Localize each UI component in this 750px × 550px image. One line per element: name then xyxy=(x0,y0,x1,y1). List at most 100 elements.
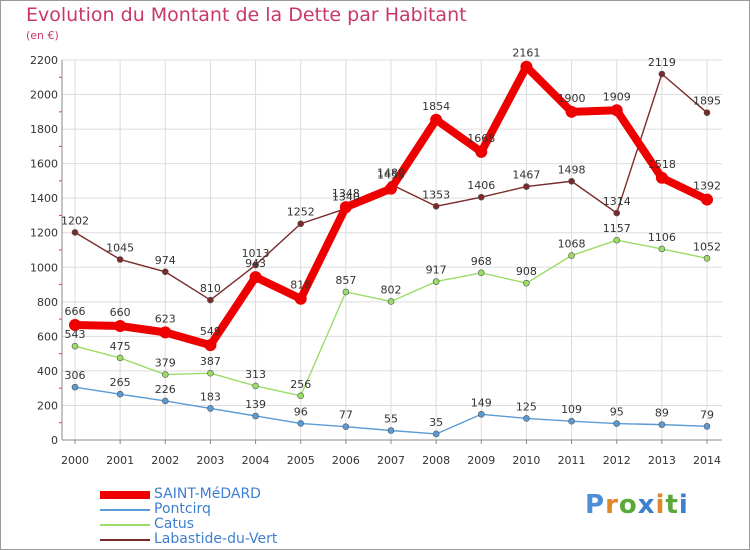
data-point-catus xyxy=(387,298,395,305)
data-label-pontcirq: 226 xyxy=(155,383,176,396)
data-point-catus xyxy=(658,245,666,253)
data-point-saint-m-dard xyxy=(655,171,668,184)
data-point-saint-m-dard xyxy=(159,326,172,339)
proxiti-logo: Proxiti xyxy=(585,490,689,520)
data-point-pontcirq xyxy=(71,383,79,391)
chart-subtitle: (en €) xyxy=(26,29,59,42)
data-label-pontcirq: 79 xyxy=(700,408,714,421)
data-point-catus xyxy=(297,392,305,400)
data-label-pontcirq: 35 xyxy=(429,416,443,429)
legend-label-catus: Catus xyxy=(154,516,195,532)
data-label-catus: 1157 xyxy=(603,222,631,235)
data-label-catus: 387 xyxy=(200,355,221,368)
x-tick-label: 2005 xyxy=(287,454,315,467)
logo-letter: t xyxy=(665,490,679,520)
data-label-saint-m-dard: 1455 xyxy=(377,169,405,182)
legend-label-labastide: Labastide-du-Vert xyxy=(154,531,278,547)
data-point-catus xyxy=(523,279,530,287)
data-label-labastide-du-vert: 1498 xyxy=(558,163,586,176)
legend-label-pontcirq: Pontcirq xyxy=(154,501,211,517)
data-point-pontcirq xyxy=(252,412,259,420)
data-point-catus xyxy=(613,236,621,244)
y-tick-label: 1800 xyxy=(30,123,58,136)
data-label-labastide-du-vert: 1480 xyxy=(377,166,405,179)
y-tick-label: 1600 xyxy=(30,158,58,171)
data-label-labastide-du-vert: 1045 xyxy=(106,242,134,255)
data-point-catus xyxy=(116,354,124,362)
data-label-catus: 968 xyxy=(471,255,492,268)
data-label-saint-m-dard: 623 xyxy=(155,312,176,325)
data-label-saint-m-dard: 660 xyxy=(110,306,131,319)
data-label-labastide-du-vert: 974 xyxy=(155,254,176,267)
data-label-saint-m-dard: 549 xyxy=(200,325,221,338)
data-label-labastide-du-vert: 1353 xyxy=(422,188,450,201)
data-point-pontcirq xyxy=(658,421,666,428)
legend-label-saint-medard: SAINT-MéDARD xyxy=(154,486,261,502)
data-point-pontcirq xyxy=(523,415,530,422)
y-tick-label: 1400 xyxy=(30,192,58,205)
logo-letter: o xyxy=(618,490,638,520)
data-point-labastide-du-vert xyxy=(703,109,711,116)
data-label-labastide-du-vert: 1467 xyxy=(512,169,540,182)
x-tick-label: 2004 xyxy=(242,454,270,467)
data-point-pontcirq xyxy=(613,420,621,427)
data-point-saint-m-dard xyxy=(520,60,533,73)
x-tick-label: 2002 xyxy=(151,454,179,467)
data-label-saint-m-dard: 2161 xyxy=(512,47,540,60)
data-point-pontcirq xyxy=(477,410,485,418)
x-tick-label: 2001 xyxy=(106,454,134,467)
x-tick-label: 2003 xyxy=(196,454,224,467)
data-label-pontcirq: 306 xyxy=(65,369,86,382)
x-tick-label: 2006 xyxy=(332,454,360,467)
legend-swatch-saint-medard xyxy=(100,491,150,499)
logo-letter: P xyxy=(585,490,606,520)
data-point-pontcirq xyxy=(432,430,440,438)
data-point-catus xyxy=(342,288,350,296)
data-point-labastide-du-vert xyxy=(523,183,530,190)
data-point-saint-m-dard xyxy=(114,320,127,332)
data-point-pontcirq xyxy=(161,397,169,405)
data-point-saint-m-dard xyxy=(204,339,217,352)
data-point-saint-m-dard xyxy=(565,105,578,118)
x-tick-label: 2007 xyxy=(377,454,405,467)
data-point-pontcirq xyxy=(207,405,214,412)
data-point-pontcirq xyxy=(116,390,124,398)
data-point-catus xyxy=(161,371,169,378)
x-tick-label: 2009 xyxy=(467,454,495,467)
y-tick-label: 2200 xyxy=(30,54,58,67)
data-label-catus: 379 xyxy=(155,357,176,370)
data-label-saint-m-dard: 1668 xyxy=(467,132,495,145)
logo-letter: x xyxy=(637,490,656,520)
logo-letter: r xyxy=(605,490,619,520)
data-point-saint-m-dard xyxy=(475,145,488,158)
data-label-labastide-du-vert: 1340 xyxy=(332,191,360,204)
data-label-catus: 543 xyxy=(65,328,86,341)
y-tick-label: 400 xyxy=(37,365,58,378)
data-point-pontcirq xyxy=(342,423,350,431)
data-point-labastide-du-vert xyxy=(477,193,485,201)
x-tick-label: 2011 xyxy=(558,454,586,467)
y-tick-label: 0 xyxy=(51,434,58,447)
data-label-labastide-du-vert: 1202 xyxy=(61,214,89,227)
data-point-labastide-du-vert xyxy=(207,296,214,304)
data-point-catus xyxy=(252,382,259,390)
data-label-pontcirq: 149 xyxy=(471,396,492,409)
data-label-saint-m-dard: 1392 xyxy=(693,180,721,193)
data-label-labastide-du-vert: 1406 xyxy=(467,179,495,192)
data-point-pontcirq xyxy=(297,420,305,427)
data-point-labastide-du-vert xyxy=(432,203,440,210)
chart-title: Evolution du Montant de la Dette par Hab… xyxy=(26,4,467,26)
data-label-labastide-du-vert: 1013 xyxy=(242,247,270,260)
data-point-labastide-du-vert xyxy=(161,268,169,276)
data-point-catus xyxy=(432,278,440,285)
data-point-labastide-du-vert xyxy=(568,177,575,185)
data-label-pontcirq: 77 xyxy=(339,409,353,422)
data-label-catus: 1052 xyxy=(693,240,721,253)
x-tick-label: 2010 xyxy=(512,454,540,467)
y-tick-label: 1000 xyxy=(30,261,58,274)
data-point-saint-m-dard xyxy=(385,182,397,195)
data-label-pontcirq: 89 xyxy=(655,407,669,420)
legend-swatch-labastide xyxy=(100,539,150,541)
data-point-saint-m-dard xyxy=(610,104,623,117)
data-label-saint-m-dard: 1518 xyxy=(648,158,676,171)
